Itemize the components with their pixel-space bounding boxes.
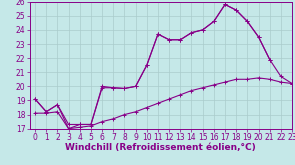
- X-axis label: Windchill (Refroidissement éolien,°C): Windchill (Refroidissement éolien,°C): [65, 143, 256, 152]
